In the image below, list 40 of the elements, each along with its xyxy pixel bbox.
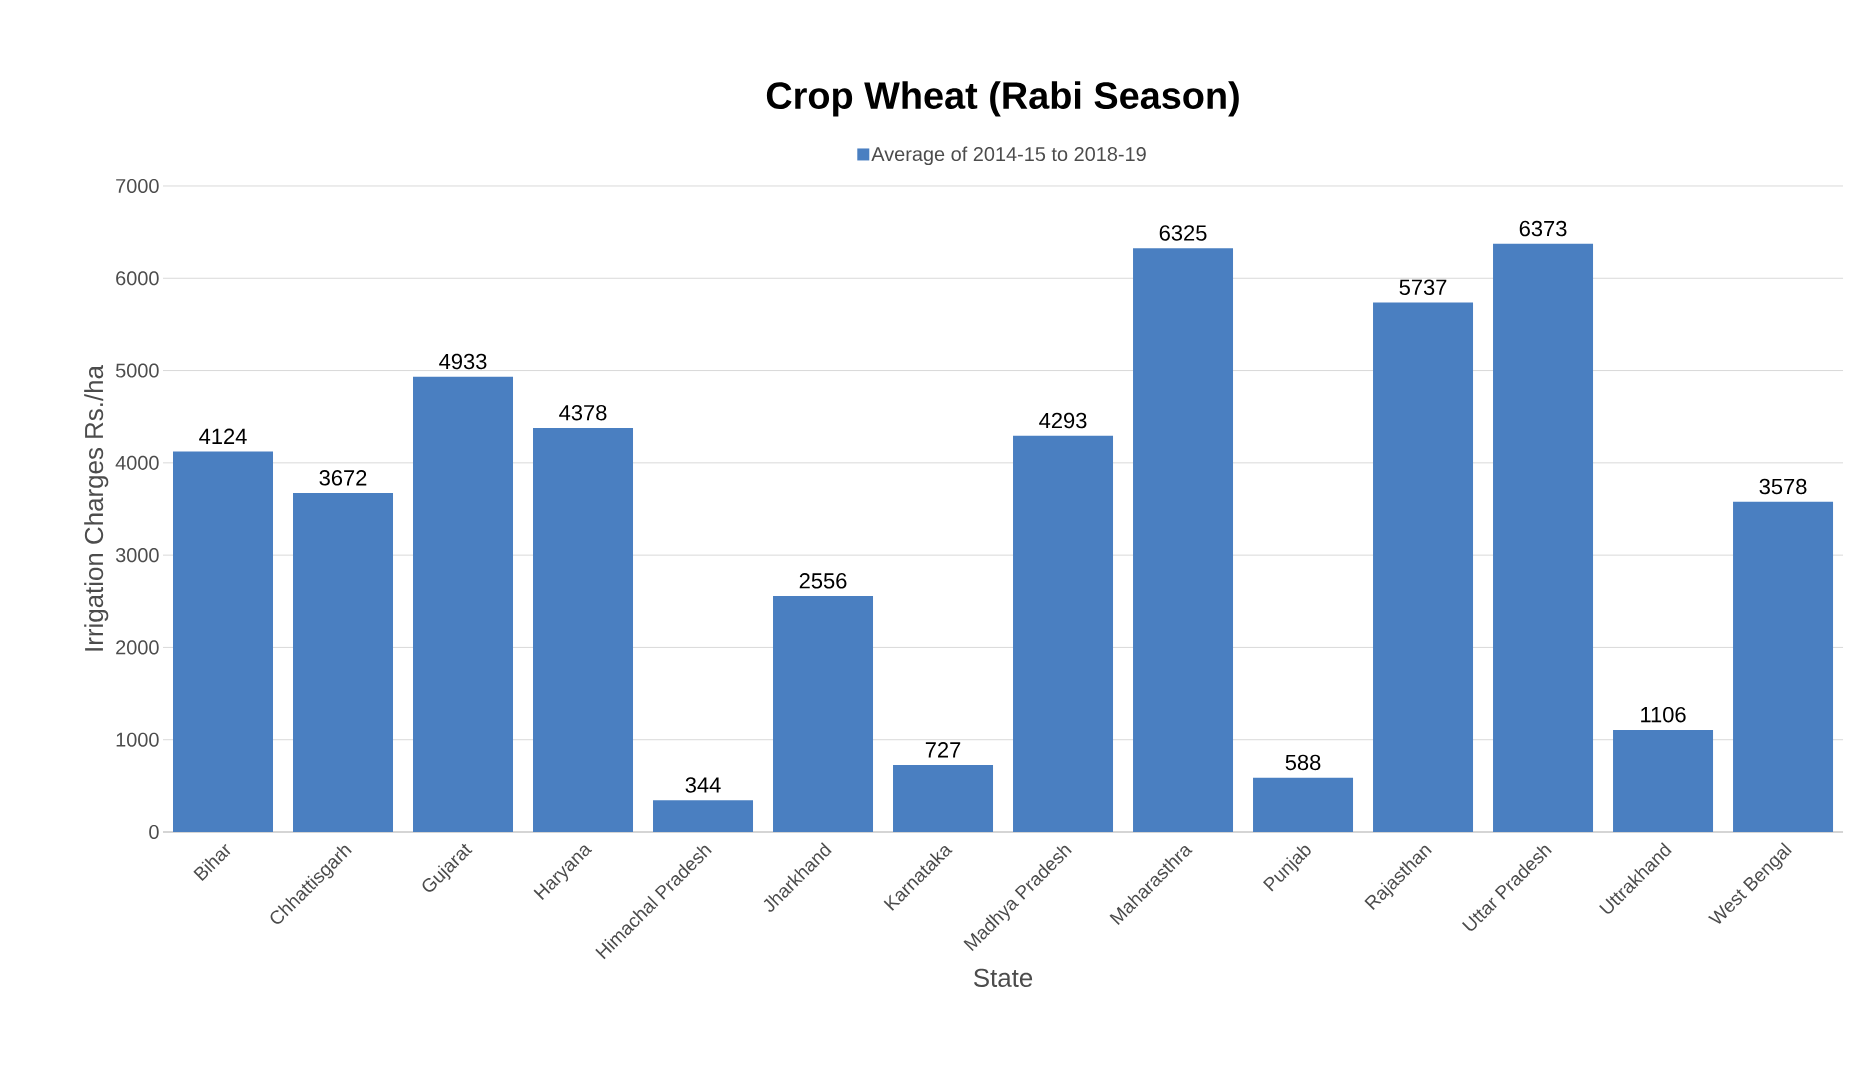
data-label: 1106 xyxy=(1641,706,1686,723)
data-label: 5737 xyxy=(1399,279,1447,296)
data-label: 4293 xyxy=(1039,412,1087,429)
bar xyxy=(893,764,994,832)
bar xyxy=(293,493,394,832)
y-tick-label: 7000 xyxy=(116,178,159,194)
data-label: 3672 xyxy=(319,470,367,486)
y-tick-label: 3000 xyxy=(115,548,159,563)
bar xyxy=(653,800,754,832)
bar xyxy=(533,427,634,832)
data-label: 3578 xyxy=(1759,478,1807,495)
bar xyxy=(1253,777,1354,832)
y-tick-label: 2000 xyxy=(116,640,159,655)
data-label: 4933 xyxy=(439,353,487,370)
bar xyxy=(1493,243,1594,832)
data-label: 2556 xyxy=(799,573,847,589)
data-label: 6325 xyxy=(1159,225,1207,241)
y-tick-label: 4000 xyxy=(115,455,159,470)
bar xyxy=(1013,435,1114,832)
data-label: 344 xyxy=(685,777,721,793)
bar xyxy=(1133,248,1234,832)
chart-title: Crop Wheat (Rabi Season) xyxy=(766,81,1239,117)
y-tick-label: 6000 xyxy=(116,271,159,286)
bar xyxy=(173,451,274,832)
legend-label: Average of 2014-15 to 2018-19 xyxy=(871,146,1146,166)
bar xyxy=(1733,501,1834,832)
bar xyxy=(773,596,874,832)
y-tick-label: 5000 xyxy=(115,363,159,378)
data-label: 727 xyxy=(925,742,961,758)
data-label: 4124 xyxy=(199,428,247,444)
data-label: 588 xyxy=(1285,754,1321,771)
data-label: 4378 xyxy=(559,404,607,421)
data-label: 6373 xyxy=(1519,220,1567,237)
y-axis-title: Irrigation Charges Rs./ha xyxy=(84,365,109,651)
bar xyxy=(1373,302,1474,832)
x-axis-title: State xyxy=(973,968,1033,987)
y-tick-label: 0 xyxy=(149,824,159,840)
y-tick-label: 1000 xyxy=(116,732,159,747)
bar xyxy=(413,376,514,832)
bar xyxy=(1613,729,1714,832)
